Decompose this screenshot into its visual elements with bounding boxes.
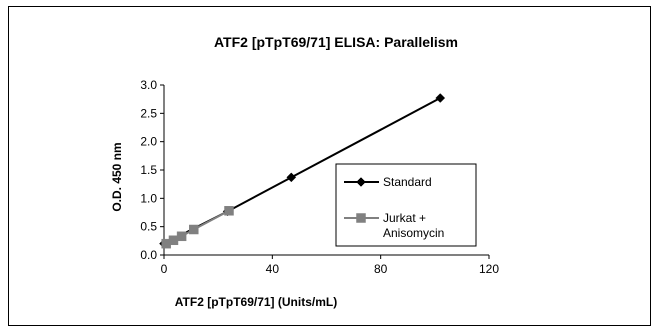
- standard-point: [286, 172, 297, 183]
- y-tick-label: 1.0: [140, 191, 157, 205]
- y-tick-label: 3.0: [140, 78, 157, 92]
- plot-area: 0.0 0.5 1.0 1.5 2.0 2.5 3.0 0 40 80 120: [140, 78, 499, 276]
- jurkat-point: [224, 206, 234, 216]
- standard-point: [435, 93, 446, 103]
- y-tick-label: 1.5: [140, 163, 157, 177]
- y-tick-label: 2.5: [140, 106, 157, 120]
- y-axis-label: O.D. 450 nm: [110, 142, 124, 211]
- chart: ATF2 [pTpT69/71] ELISA: Parallelism 0.00…: [110, 34, 499, 309]
- jurkat-point: [168, 235, 179, 246]
- x-tick-label: 0: [161, 262, 168, 276]
- y-tick-label: 0.0: [140, 248, 157, 262]
- y-tick-label: 0.5: [140, 220, 157, 234]
- jurkat-point: [176, 231, 187, 242]
- chart-frame: ATF2 [pTpT69/71] ELISA: Parallelism 0.0 0…: [8, 6, 651, 326]
- legend-jurkat-label: Jurkat +: [383, 211, 426, 225]
- legend-standard-label: Standard: [383, 175, 432, 189]
- x-axis-label: ATF2 [pTpT69/71] (Units/mL): [175, 295, 337, 309]
- y-tick-label: 2.0: [140, 135, 157, 149]
- chart-title: ATF2 [pTpT69/71] ELISA: Parallelism: [214, 34, 458, 50]
- x-tick-label: 40: [266, 262, 280, 276]
- legend-jurkat-label: Anisomycin: [383, 226, 444, 240]
- x-tick-label: 80: [374, 262, 388, 276]
- x-tick-label: 120: [479, 262, 499, 276]
- legend: Standard Jurkat +Anisomycin: [335, 163, 477, 247]
- legend-standard-marker: [356, 177, 366, 187]
- legend-box: [335, 163, 477, 247]
- legend-jurkat-marker: [356, 213, 366, 223]
- jurkat-point: [189, 224, 199, 235]
